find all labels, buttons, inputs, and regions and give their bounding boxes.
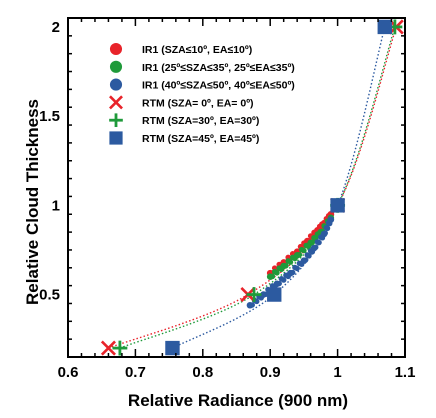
data-points <box>100 19 404 356</box>
legend-label: IR1 (SZA≤10º, EA≤10º) <box>142 44 252 56</box>
legend-marker <box>109 131 123 145</box>
x-tick-label: 0.9 <box>260 364 281 381</box>
rtm-point <box>267 287 282 302</box>
obs-point <box>306 253 312 259</box>
obs-point <box>249 302 255 308</box>
rtm-point <box>165 340 180 356</box>
obs-point <box>280 277 287 283</box>
legend-marker <box>109 42 123 56</box>
x-tick-label: 0.6 <box>58 364 79 381</box>
legend-label: IR1 (25º≤SZA≤35º, 25º≤EA≤35º) <box>142 62 295 74</box>
obs-point <box>316 239 322 246</box>
legend-marker <box>109 78 123 91</box>
legend-label: RTM (SZA=30º, EA=30º) <box>142 115 259 127</box>
fit-curves <box>108 26 397 349</box>
y-tick-label: 1.5 <box>39 108 60 125</box>
legend-marker <box>109 113 123 128</box>
obs-point <box>287 259 294 265</box>
rtm-point <box>330 198 345 213</box>
fit-curve <box>108 26 397 349</box>
rtm-point <box>377 19 392 35</box>
legend-marker <box>109 60 123 73</box>
legend-marker <box>109 95 123 110</box>
y-tick-label: 2 <box>52 19 60 36</box>
rtm-point <box>100 340 116 356</box>
x-tick-label: 1.1 <box>395 364 416 381</box>
legend-label: RTM (SZA= 0º, EA= 0º) <box>142 97 254 109</box>
obs-point <box>296 251 303 258</box>
obs-point <box>283 262 289 269</box>
x-tick-label: 0.8 <box>192 364 213 381</box>
obs-point <box>302 257 309 263</box>
y-axis-title: Relative Cloud Thickness <box>23 99 42 305</box>
obs-point <box>276 280 282 287</box>
legend-label: IR1 (40º≤SZA≤50º, 40º≤EA≤50º) <box>142 80 295 92</box>
obs-point <box>309 239 316 246</box>
x-tick-label: 0.7 <box>125 364 146 381</box>
plot-frame-rect <box>67 17 406 358</box>
obs-point <box>274 270 280 276</box>
x-axis-title: Relative Radiance (900 nm) <box>128 391 348 410</box>
obs-point <box>312 244 319 251</box>
obs-point <box>269 273 276 280</box>
obs-point <box>324 225 331 232</box>
x-tick-label: 1 <box>333 364 341 381</box>
axis-ticks <box>67 17 406 358</box>
tick-labels: 0.6 0.7 0.8 0.9 1 1.1 0.5 1 1.5 2 <box>39 19 415 381</box>
obs-point <box>327 216 335 223</box>
rtm-point <box>246 287 262 302</box>
plot-frame <box>67 17 406 358</box>
obs-point <box>289 269 296 276</box>
obs-point <box>301 247 307 254</box>
legend-label: RTM (SZA=45º, EA=45º) <box>142 133 259 145</box>
rtm-point <box>112 340 128 356</box>
y-tick-label: 1 <box>52 197 60 214</box>
y-tick-label: 0.5 <box>39 287 60 304</box>
obs-point <box>294 265 300 272</box>
legend: IR1 (SZA≤10º, EA≤10º) IR1 (25º≤SZA≤35º, 2… <box>109 42 295 145</box>
obs-point <box>322 230 328 236</box>
